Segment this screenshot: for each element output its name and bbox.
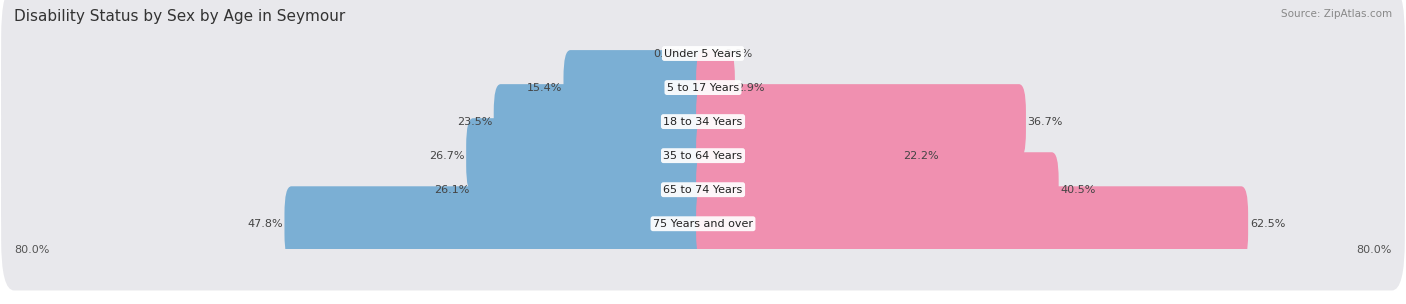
FancyBboxPatch shape xyxy=(494,84,710,159)
FancyBboxPatch shape xyxy=(564,50,710,125)
Text: 2.9%: 2.9% xyxy=(737,83,765,92)
FancyBboxPatch shape xyxy=(467,118,710,193)
FancyBboxPatch shape xyxy=(284,186,710,261)
FancyBboxPatch shape xyxy=(1,157,1405,291)
FancyBboxPatch shape xyxy=(696,186,1249,261)
Text: 80.0%: 80.0% xyxy=(14,245,49,255)
Text: Source: ZipAtlas.com: Source: ZipAtlas.com xyxy=(1281,9,1392,19)
Text: 0.0%: 0.0% xyxy=(724,49,752,58)
Text: 40.5%: 40.5% xyxy=(1060,185,1095,195)
Text: 36.7%: 36.7% xyxy=(1028,117,1063,126)
Text: 26.7%: 26.7% xyxy=(429,151,464,161)
FancyBboxPatch shape xyxy=(471,152,710,227)
Text: 23.5%: 23.5% xyxy=(457,117,492,126)
Text: Disability Status by Sex by Age in Seymour: Disability Status by Sex by Age in Seymo… xyxy=(14,9,346,24)
Legend: Male, Female: Male, Female xyxy=(643,302,763,304)
Text: 18 to 34 Years: 18 to 34 Years xyxy=(664,117,742,126)
Text: Under 5 Years: Under 5 Years xyxy=(665,49,741,58)
FancyBboxPatch shape xyxy=(1,21,1405,154)
Text: 22.2%: 22.2% xyxy=(903,151,938,161)
Text: 5 to 17 Years: 5 to 17 Years xyxy=(666,83,740,92)
FancyBboxPatch shape xyxy=(696,84,1026,159)
FancyBboxPatch shape xyxy=(696,152,1059,227)
FancyBboxPatch shape xyxy=(1,0,1405,120)
FancyBboxPatch shape xyxy=(1,55,1405,188)
FancyBboxPatch shape xyxy=(696,50,735,125)
FancyBboxPatch shape xyxy=(1,123,1405,257)
Text: 65 to 74 Years: 65 to 74 Years xyxy=(664,185,742,195)
Text: 0.0%: 0.0% xyxy=(654,49,682,58)
Text: 15.4%: 15.4% xyxy=(526,83,562,92)
Text: 62.5%: 62.5% xyxy=(1250,219,1285,229)
Text: 47.8%: 47.8% xyxy=(247,219,283,229)
Text: 35 to 64 Years: 35 to 64 Years xyxy=(664,151,742,161)
FancyBboxPatch shape xyxy=(1,89,1405,223)
Text: 75 Years and over: 75 Years and over xyxy=(652,219,754,229)
Text: 26.1%: 26.1% xyxy=(434,185,470,195)
FancyBboxPatch shape xyxy=(696,118,901,193)
Text: 80.0%: 80.0% xyxy=(1357,245,1392,255)
